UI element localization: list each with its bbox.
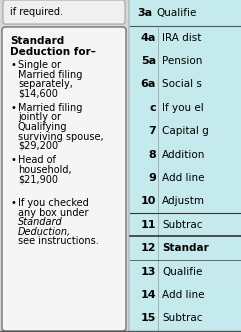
FancyBboxPatch shape xyxy=(3,0,125,24)
Text: Social s: Social s xyxy=(162,79,202,89)
Text: 14: 14 xyxy=(140,290,156,300)
Text: •: • xyxy=(10,103,16,113)
Text: 11: 11 xyxy=(141,220,156,230)
FancyBboxPatch shape xyxy=(2,27,126,331)
Text: if required.: if required. xyxy=(10,7,63,17)
Text: see instructions.: see instructions. xyxy=(18,236,99,246)
Text: 8: 8 xyxy=(148,150,156,160)
Text: Qualifie: Qualifie xyxy=(156,8,196,18)
Text: Married filing: Married filing xyxy=(18,103,82,113)
FancyBboxPatch shape xyxy=(0,0,129,332)
Text: 5a: 5a xyxy=(141,56,156,66)
Text: Pension: Pension xyxy=(162,56,202,66)
Text: Single or: Single or xyxy=(18,60,61,70)
Text: jointly or: jointly or xyxy=(18,113,61,123)
Text: If you checked: If you checked xyxy=(18,198,89,208)
Text: IRA dist: IRA dist xyxy=(162,33,201,43)
Text: Qualifying: Qualifying xyxy=(18,122,67,132)
Text: •: • xyxy=(10,155,16,165)
Text: $14,600: $14,600 xyxy=(18,89,58,99)
Text: Subtrac: Subtrac xyxy=(162,220,202,230)
Text: 10: 10 xyxy=(141,197,156,207)
Text: •: • xyxy=(10,198,16,208)
Text: Capital g: Capital g xyxy=(162,126,209,136)
Text: 7: 7 xyxy=(148,126,156,136)
Text: 4a: 4a xyxy=(141,33,156,43)
Text: c: c xyxy=(149,103,156,113)
Text: 15: 15 xyxy=(141,313,156,323)
Text: •: • xyxy=(10,60,16,70)
Text: Addition: Addition xyxy=(162,150,205,160)
Text: Adjustm: Adjustm xyxy=(162,197,205,207)
Text: 3a: 3a xyxy=(137,8,152,18)
Text: 6a: 6a xyxy=(141,79,156,89)
Text: If you el: If you el xyxy=(162,103,204,113)
Text: Standard: Standard xyxy=(18,217,63,227)
Text: 9: 9 xyxy=(148,173,156,183)
Text: Standard: Standard xyxy=(10,36,64,46)
Text: Add line: Add line xyxy=(162,290,205,300)
Text: $29,200: $29,200 xyxy=(18,141,58,151)
Text: Deduction,: Deduction, xyxy=(18,226,71,236)
Text: household,: household, xyxy=(18,164,72,175)
Text: Standar: Standar xyxy=(162,243,209,253)
Text: Deduction for–: Deduction for– xyxy=(10,47,96,57)
Text: Married filing: Married filing xyxy=(18,69,82,79)
Text: 13: 13 xyxy=(141,267,156,277)
Text: any box under: any box under xyxy=(18,208,88,217)
Text: Qualifie: Qualifie xyxy=(162,267,202,277)
Text: Subtrac: Subtrac xyxy=(162,313,202,323)
Text: surviving spouse,: surviving spouse, xyxy=(18,131,104,141)
Text: separately,: separately, xyxy=(18,79,73,89)
Text: 12: 12 xyxy=(141,243,156,253)
Text: Head of: Head of xyxy=(18,155,56,165)
Text: Add line: Add line xyxy=(162,173,205,183)
Text: $21,900: $21,900 xyxy=(18,174,58,184)
